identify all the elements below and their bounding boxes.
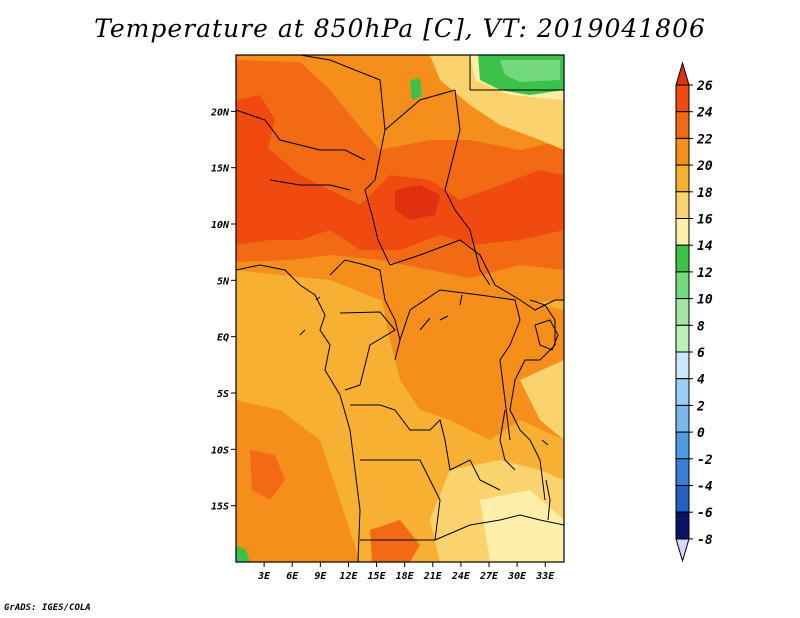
colorbar-box xyxy=(675,137,690,166)
colorbar-box xyxy=(675,298,690,326)
colorbar-label: 14 xyxy=(697,239,713,254)
colorbar-box xyxy=(675,511,690,540)
colorbar-label: -6 xyxy=(697,506,713,521)
colorbar-box xyxy=(675,458,690,486)
colorbar-label: -4 xyxy=(697,480,713,495)
field-20-22-sw xyxy=(236,400,360,562)
field-green-ne-light xyxy=(500,60,560,82)
footer-credit: GrADS: IGES/COLA xyxy=(4,603,91,613)
x-tick-label: 6E xyxy=(286,571,299,582)
colorbar-label: 8 xyxy=(697,319,705,334)
x-axis-ticks: 3E 6E 9E 12E 15E 18E 21E 24E 27E 30E 33E xyxy=(257,562,555,582)
colorbar-box xyxy=(675,431,690,460)
lake-victoria xyxy=(534,319,559,351)
y-tick-label: 20N xyxy=(210,107,230,118)
map-frame xyxy=(235,54,565,563)
x-tick-label: 18E xyxy=(396,571,415,582)
x-tick-label: 21E xyxy=(423,571,443,582)
border-gabon-congo xyxy=(339,311,396,391)
colorbar-box xyxy=(675,218,690,246)
x-tick-label: 27E xyxy=(479,571,499,582)
colorbar-label: 6 xyxy=(697,346,705,361)
colorbar-label: 2 xyxy=(696,399,705,414)
colorbar-label: -8 xyxy=(697,533,713,548)
colorbar-box xyxy=(675,244,690,273)
y-tick-label: 15S xyxy=(211,502,229,513)
border-sudan-west xyxy=(444,89,491,286)
y-tick-label: 15N xyxy=(211,164,230,175)
colorbar-label: 10 xyxy=(697,293,713,308)
border-angola-south xyxy=(360,459,441,541)
colorbar-box xyxy=(675,324,690,353)
x-tick-label: 33E xyxy=(535,571,555,582)
colorbar-box xyxy=(675,84,690,113)
field-22-24-sw xyxy=(250,450,285,500)
colorbar-box xyxy=(675,485,690,513)
x-tick-label: 12E xyxy=(339,571,358,582)
border-lake-region xyxy=(509,299,556,501)
field-14-16-se xyxy=(480,490,564,562)
lake-tanganyika xyxy=(499,409,516,471)
x-tick-label: 9E xyxy=(314,571,327,582)
colorbar-label: 20 xyxy=(696,159,713,174)
field-green-spot xyxy=(410,78,422,100)
field-16-18-east xyxy=(520,360,564,440)
colorbar-box xyxy=(675,271,690,300)
coast-islands xyxy=(299,296,321,336)
y-tick-label: EQ xyxy=(217,333,229,344)
x-tick-label: 3E xyxy=(257,571,271,582)
colorbar-label: 4 xyxy=(697,373,705,388)
y-tick-label: 10N xyxy=(211,220,230,231)
border-drc xyxy=(399,289,521,441)
border-cameroon-car xyxy=(329,259,401,361)
border-chad-libya xyxy=(384,89,456,131)
field-green-sw xyxy=(236,545,250,562)
y-tick-label: 10S xyxy=(211,445,229,456)
colorbar-box xyxy=(675,164,690,193)
border-niger-south xyxy=(236,109,366,161)
field-22-24-south xyxy=(370,520,420,562)
map-title: Temperature at 850hPa [C], VT: 201904180… xyxy=(94,14,706,43)
colorbar-box xyxy=(675,378,690,406)
colorbar-label: 18 xyxy=(697,186,713,201)
colorbar-top-arrow xyxy=(675,61,690,86)
border-chad-sudan xyxy=(299,55,564,311)
x-tick-label: 15E xyxy=(368,571,387,582)
border-angola-north xyxy=(350,404,501,491)
colorbar-bottom-arrow xyxy=(675,538,690,563)
border-zambia-south xyxy=(434,514,564,541)
x-tick-label: 30E xyxy=(507,571,527,582)
y-tick-label: 5N xyxy=(217,276,230,287)
colorbar-label: 16 xyxy=(697,213,713,228)
colorbar-box xyxy=(675,351,690,380)
colorbar-box xyxy=(675,191,690,220)
colorbar-label: 12 xyxy=(697,266,713,281)
colorbar-box xyxy=(675,111,690,139)
colorbar-box xyxy=(675,404,690,433)
river-marks xyxy=(419,294,463,331)
y-axis-ticks: 20N 15N 10N 5N EQ 5S 10S 15S xyxy=(210,107,236,513)
lake-malawi xyxy=(541,439,551,521)
colorbar-label: 22 xyxy=(696,132,713,147)
temperature-field xyxy=(236,55,564,562)
coastline-west-africa xyxy=(236,264,361,562)
field-hot-spot xyxy=(395,185,440,220)
colorbar-label: 0 xyxy=(697,426,705,441)
border-nigeria-north xyxy=(269,179,351,191)
x-tick-label: 24E xyxy=(451,571,471,582)
colorbar-label: 26 xyxy=(696,79,713,94)
y-tick-label: 5S xyxy=(217,389,229,400)
colorbar-label: 24 xyxy=(696,106,713,121)
map-borders xyxy=(236,55,564,562)
colorbar-label: -2 xyxy=(697,453,713,468)
